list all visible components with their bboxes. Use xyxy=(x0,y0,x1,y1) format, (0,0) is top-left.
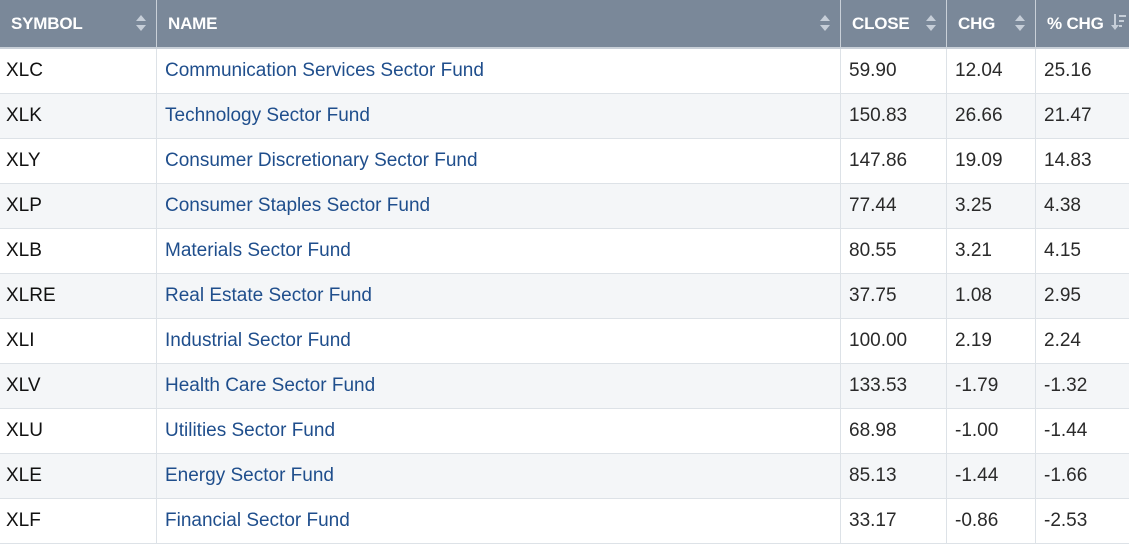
column-header-symbol[interactable]: SYMBOL xyxy=(0,0,157,47)
name-cell: Technology Sector Fund xyxy=(157,94,841,138)
name-cell: Energy Sector Fund xyxy=(157,454,841,498)
close-cell: 100.00 xyxy=(841,319,947,363)
fund-name-link[interactable]: Consumer Staples Sector Fund xyxy=(165,195,431,216)
symbol-cell: XLK xyxy=(0,94,157,138)
table-row: XLK Technology Sector Fund 150.83 26.66 … xyxy=(0,94,1129,139)
close-cell: 133.53 xyxy=(841,364,947,408)
sort-icon[interactable] xyxy=(136,14,147,32)
chg-cell: -1.79 xyxy=(947,364,1036,408)
symbol-cell: XLF xyxy=(0,499,157,543)
name-cell: Financial Sector Fund xyxy=(157,499,841,543)
sort-icon[interactable] xyxy=(926,14,937,32)
name-cell: Real Estate Sector Fund xyxy=(157,274,841,318)
column-header-label: CHG xyxy=(958,13,996,33)
close-cell: 77.44 xyxy=(841,184,947,228)
chg-cell: 2.19 xyxy=(947,319,1036,363)
close-cell: 150.83 xyxy=(841,94,947,138)
fund-name-link[interactable]: Communication Services Sector Fund xyxy=(165,60,484,81)
name-cell: Health Care Sector Fund xyxy=(157,364,841,408)
column-header-pct-chg[interactable]: % CHG xyxy=(1036,0,1129,47)
sort-icon[interactable] xyxy=(1015,14,1026,32)
pct-chg-cell: 21.47 xyxy=(1044,105,1092,126)
chg-cell: 26.66 xyxy=(947,94,1036,138)
table-row: XLI Industrial Sector Fund 100.00 2.19 2… xyxy=(0,319,1129,364)
column-header-label: SYMBOL xyxy=(11,13,83,33)
name-cell: Consumer Staples Sector Fund xyxy=(157,184,841,228)
chg-cell: -0.86 xyxy=(947,499,1036,543)
chg-cell: 1.08 xyxy=(947,274,1036,318)
fund-name-link[interactable]: Energy Sector Fund xyxy=(165,465,334,486)
symbol-cell: XLU xyxy=(0,409,157,453)
chg-cell: 3.25 xyxy=(947,184,1036,228)
pct-chg-cell: 4.38 xyxy=(1044,195,1081,216)
column-header-label: % CHG xyxy=(1047,13,1104,33)
table-row: XLB Materials Sector Fund 80.55 3.21 4.1… xyxy=(0,229,1129,274)
table-row: XLU Utilities Sector Fund 68.98 -1.00 -1… xyxy=(0,409,1129,454)
close-cell: 147.86 xyxy=(841,139,947,183)
pct-chg-cell: 2.24 xyxy=(1044,330,1081,351)
fund-name-link[interactable]: Consumer Discretionary Sector Fund xyxy=(165,150,478,171)
sort-descending-icon[interactable] xyxy=(1111,13,1127,31)
fund-name-link[interactable]: Technology Sector Fund xyxy=(165,105,370,126)
symbol-cell: XLRE xyxy=(0,274,157,318)
chg-cell: 12.04 xyxy=(947,49,1036,93)
pct-chg-cell: 4.15 xyxy=(1044,240,1081,261)
fund-name-link[interactable]: Health Care Sector Fund xyxy=(165,375,376,396)
symbol-cell: XLY xyxy=(0,139,157,183)
fund-name-link[interactable]: Financial Sector Fund xyxy=(165,510,350,531)
table-row: XLC Communication Services Sector Fund 5… xyxy=(0,49,1129,94)
chg-cell: -1.00 xyxy=(947,409,1036,453)
table-row: XLRE Real Estate Sector Fund 37.75 1.08 … xyxy=(0,274,1129,319)
pct-chg-cell: 2.95 xyxy=(1044,285,1081,306)
close-cell: 85.13 xyxy=(841,454,947,498)
fund-name-link[interactable]: Materials Sector Fund xyxy=(165,240,351,261)
pct-chg-cell: 25.16 xyxy=(1044,60,1092,81)
table-row: XLF Financial Sector Fund 33.17 -0.86 -2… xyxy=(0,499,1129,544)
pct-chg-cell: -1.66 xyxy=(1044,465,1088,486)
name-cell: Utilities Sector Fund xyxy=(157,409,841,453)
column-header-label: NAME xyxy=(168,13,218,33)
name-cell: Consumer Discretionary Sector Fund xyxy=(157,139,841,183)
table-row: XLY Consumer Discretionary Sector Fund 1… xyxy=(0,139,1129,184)
column-header-name[interactable]: NAME xyxy=(157,0,841,47)
symbol-cell: XLC xyxy=(0,49,157,93)
column-header-close[interactable]: CLOSE xyxy=(841,0,947,47)
chg-cell: 19.09 xyxy=(947,139,1036,183)
table-row: XLV Health Care Sector Fund 133.53 -1.79… xyxy=(0,364,1129,409)
close-cell: 68.98 xyxy=(841,409,947,453)
pct-chg-cell: -1.44 xyxy=(1044,420,1088,441)
fund-name-link[interactable]: Utilities Sector Fund xyxy=(165,420,336,441)
pct-chg-cell: -2.53 xyxy=(1044,510,1088,531)
name-cell: Materials Sector Fund xyxy=(157,229,841,273)
sort-icon[interactable] xyxy=(820,14,831,32)
fund-name-link[interactable]: Real Estate Sector Fund xyxy=(165,285,372,306)
table-header: SYMBOL NAME CLOSE CHG % CHG xyxy=(0,0,1129,49)
table-row: XLE Energy Sector Fund 85.13 -1.44 -1.66 xyxy=(0,454,1129,499)
pct-chg-cell: 14.83 xyxy=(1044,150,1092,171)
symbol-cell: XLE xyxy=(0,454,157,498)
close-cell: 59.90 xyxy=(841,49,947,93)
close-cell: 33.17 xyxy=(841,499,947,543)
symbol-cell: XLB xyxy=(0,229,157,273)
column-header-label: CLOSE xyxy=(852,13,910,33)
name-cell: Industrial Sector Fund xyxy=(157,319,841,363)
name-cell: Communication Services Sector Fund xyxy=(157,49,841,93)
symbol-cell: XLV xyxy=(0,364,157,408)
pct-chg-cell: -1.32 xyxy=(1044,375,1088,396)
fund-name-link[interactable]: Industrial Sector Fund xyxy=(165,330,351,351)
chg-cell: -1.44 xyxy=(947,454,1036,498)
close-cell: 80.55 xyxy=(841,229,947,273)
close-cell: 37.75 xyxy=(841,274,947,318)
table-row: XLP Consumer Staples Sector Fund 77.44 3… xyxy=(0,184,1129,229)
column-header-chg[interactable]: CHG xyxy=(947,0,1036,47)
symbol-cell: XLP xyxy=(0,184,157,228)
table-body: XLC Communication Services Sector Fund 5… xyxy=(0,49,1129,544)
chg-cell: 3.21 xyxy=(947,229,1036,273)
symbol-cell: XLI xyxy=(0,319,157,363)
